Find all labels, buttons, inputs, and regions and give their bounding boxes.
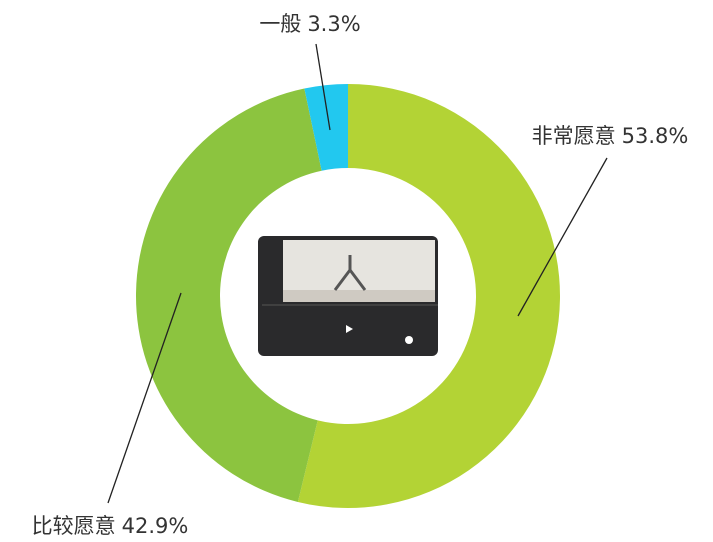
value-label: 42.9% <box>122 514 189 538</box>
value-label: 53.8% <box>622 124 689 148</box>
category-label: 非常愿意 <box>532 124 616 148</box>
category-label: 比较愿意 <box>32 514 116 538</box>
value-label: 3.3% <box>307 12 360 36</box>
chart: 非常愿意53.8% 比较愿意42.9% 一般3.3% <box>0 0 713 542</box>
category-label: 一般 <box>259 12 301 36</box>
center-image <box>258 236 438 356</box>
